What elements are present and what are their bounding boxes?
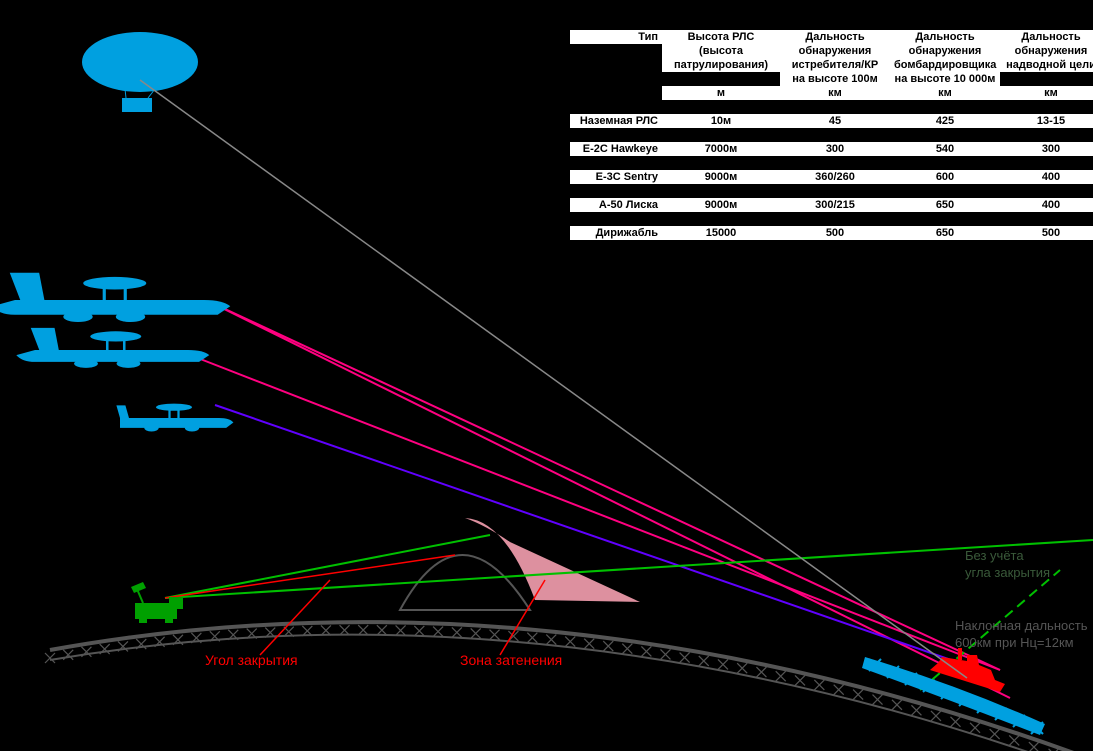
label-no-angle: Без учёта угла закрытия [965, 548, 1050, 582]
table-cell: 400 [1000, 170, 1093, 184]
table-cell: 425 [890, 114, 1000, 128]
table-cell: А-50 Лиска [570, 198, 662, 212]
table-cell: 650 [890, 226, 1000, 240]
label-no-angle-l2: угла закрытия [965, 565, 1050, 580]
table-cell: 300 [1000, 142, 1093, 156]
detection-range-table: Тип Высота РЛС Дальность Дальность Дальн… [570, 30, 1093, 254]
label-slant-range: Наклонная дальность 600км при Hц=12км [955, 618, 1087, 652]
table-cell: 540 [890, 142, 1000, 156]
th-range-fighter-l1: Дальность [780, 30, 890, 44]
table-cell: 7000м [662, 142, 780, 156]
table-cell: Дирижабль [570, 226, 662, 240]
label-shadow-zone: Зона затенения [460, 652, 562, 668]
sight-lines [165, 302, 1093, 698]
ground-radar-icon [131, 582, 183, 623]
table-cell: 360/260 [780, 170, 890, 184]
table-cell: E-2C Hawkeye [570, 142, 662, 156]
table-row: Наземная РЛС10м4542513-15 [570, 114, 1093, 128]
table-cell: 9000м [662, 170, 780, 184]
table-cell: 300/215 [780, 198, 890, 212]
table-row: Дирижабль15000500650500 [570, 226, 1093, 240]
table-cell: Наземная РЛС [570, 114, 662, 128]
th-range-bomber-l1: Дальность [890, 30, 1000, 44]
table-cell: 15000 [662, 226, 780, 240]
th-range-bomber-l2: обнаружения [890, 44, 1000, 58]
th-range-fighter-l2: обнаружения [780, 44, 890, 58]
table-cell: 13-15 [1000, 114, 1093, 128]
th-range-surface-l1: Дальность [1000, 30, 1093, 44]
table-cell: 300 [780, 142, 890, 156]
table-row: E-3C Sentry9000м360/260600400 [570, 170, 1093, 184]
table-cell: 45 [780, 114, 890, 128]
table-cell: 10м [662, 114, 780, 128]
th-range-fighter-l4: на высоте 100м [780, 72, 890, 86]
th-type: Тип [570, 30, 662, 44]
label-slant-l2: 600км при Hц=12км [955, 635, 1074, 650]
table-cell: 500 [1000, 226, 1093, 240]
label-angle-closure: Угол закрытия [205, 652, 298, 668]
aircraft-small-icon [116, 404, 233, 432]
th-range-surface-l2: обнаружения [1000, 44, 1093, 58]
aircraft-large-2-icon [16, 328, 209, 368]
th-range-fighter-l3: истребителя/КР [780, 58, 890, 72]
th-range-bomber-l4: на высоте 10 000м [890, 72, 1000, 86]
unit-km-1: км [780, 86, 890, 100]
th-range-surface-l3: надводной цели [1000, 58, 1093, 72]
aircraft-large-1-icon [0, 273, 230, 322]
table-cell: E-3C Sentry [570, 170, 662, 184]
th-height-l1: Высота РЛС [662, 30, 780, 44]
table-cell: 650 [890, 198, 1000, 212]
th-range-bomber-l3: бомбардировщика [890, 58, 1000, 72]
unit-m: м [662, 86, 780, 100]
airship-balloon-icon [82, 32, 198, 112]
table-cell: 500 [780, 226, 890, 240]
th-height-l2: (высота [662, 44, 780, 58]
table-cell: 400 [1000, 198, 1093, 212]
unit-km-2: км [890, 86, 1000, 100]
table-row: А-50 Лиска9000м300/215650400 [570, 198, 1093, 212]
label-no-angle-l1: Без учёта [965, 548, 1024, 563]
table-cell: 9000м [662, 198, 780, 212]
unit-km-3: км [1000, 86, 1093, 100]
label-slant-l1: Наклонная дальность [955, 618, 1087, 633]
table-cell: 600 [890, 170, 1000, 184]
th-height-l3: патрулирования) [662, 58, 780, 72]
table-row: E-2C Hawkeye7000м300540300 [570, 142, 1093, 156]
